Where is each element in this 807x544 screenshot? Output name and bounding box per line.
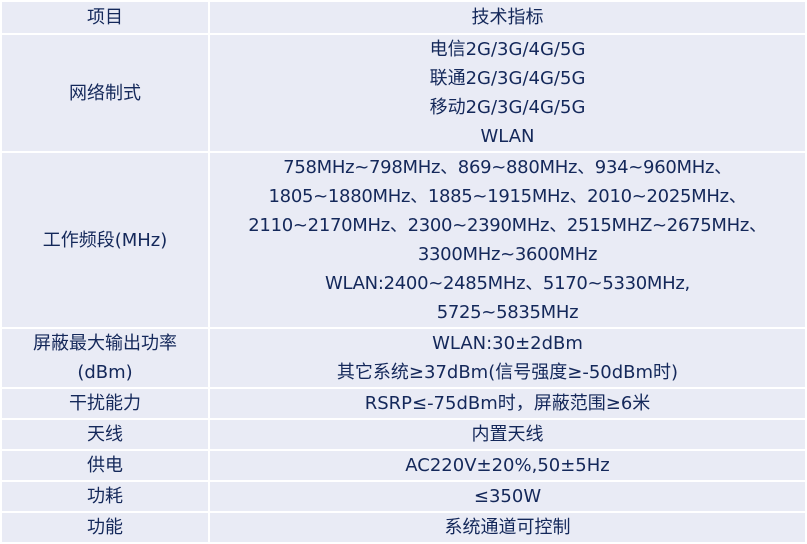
spec-line: 2110~2170MHz、2300~2390MHz、2515MHZ~2675MH… <box>248 215 767 236</box>
spec-line: WLAN:2400~2485MHz、5170~5330MHz, <box>325 273 690 294</box>
row-item: 功耗 <box>0 480 210 513</box>
spec-line: AC220V±20%,50±5Hz <box>405 455 610 476</box>
spec-line: 1805~1880MHz、1885~1915MHz、2010~2025MHz、 <box>268 186 747 207</box>
spec-line: RSRP≤-75dBm时，屏蔽范围≥6米 <box>364 393 651 414</box>
spec-line: 5725~5835MHz <box>436 302 579 323</box>
spec-line: 移动2G/3G/4G/5G <box>429 97 586 118</box>
row-spec: WLAN:30±2dBm 其它系统≥37dBm(信号强度≥-50dBm时) <box>208 327 807 389</box>
row-item: 屏蔽最大输出功率 (dBm) <box>0 327 210 389</box>
row-item: 干扰能力 <box>0 387 210 420</box>
table-row: 功耗 ≤350W <box>0 480 807 513</box>
row-spec: RSRP≤-75dBm时，屏蔽范围≥6米 <box>208 387 807 420</box>
item-line: 屏蔽最大输出功率 <box>33 333 177 354</box>
row-item: 供电 <box>0 449 210 482</box>
item-line: 网络制式 <box>69 82 141 104</box>
item-line: 工作频段(MHz) <box>42 229 168 251</box>
spec-line: 电信2G/3G/4G/5G <box>429 39 586 60</box>
row-item: 天线 <box>0 418 210 451</box>
table-header-row: 项目 技术指标 <box>0 0 807 35</box>
header-item: 项目 <box>0 0 210 35</box>
item-line: 天线 <box>87 424 123 445</box>
row-spec: AC220V±20%,50±5Hz <box>208 449 807 482</box>
spec-line: 联通2G/3G/4G/5G <box>429 68 586 89</box>
table-row: 天线 内置天线 <box>0 418 807 451</box>
spec-line: WLAN:30±2dBm <box>432 333 583 354</box>
spec-line: 758MHz~798MHz、869~880MHz、934~960MHz、 <box>283 157 732 178</box>
spec-line: 系统通道可控制 <box>444 517 571 538</box>
table-row: 供电 AC220V±20%,50±5Hz <box>0 449 807 482</box>
spec-line: 内置天线 <box>471 424 544 445</box>
table-row: 网络制式 电信2G/3G/4G/5G 联通2G/3G/4G/5G 移动2G/3G… <box>0 33 807 153</box>
row-spec: 758MHz~798MHz、869~880MHz、934~960MHz、 180… <box>208 151 807 329</box>
row-item: 工作频段(MHz) <box>0 151 210 329</box>
table-row: 工作频段(MHz) 758MHz~798MHz、869~880MHz、934~9… <box>0 151 807 329</box>
spec-line: ≤350W <box>473 486 542 507</box>
spec-line: WLAN <box>480 126 535 147</box>
item-line: 干扰能力 <box>69 393 141 414</box>
row-spec: 内置天线 <box>208 418 807 451</box>
spec-line: 3300MHz~3600MHz <box>417 244 598 265</box>
item-line: 功能 <box>87 517 123 538</box>
item-line: (dBm) <box>77 362 133 383</box>
row-spec: 电信2G/3G/4G/5G 联通2G/3G/4G/5G 移动2G/3G/4G/5… <box>208 33 807 153</box>
spec-line: 其它系统≥37dBm(信号强度≥-50dBm时) <box>336 362 679 383</box>
table-row: 屏蔽最大输出功率 (dBm) WLAN:30±2dBm 其它系统≥37dBm(信… <box>0 327 807 389</box>
item-line: 供电 <box>87 455 123 476</box>
table-row: 干扰能力 RSRP≤-75dBm时，屏蔽范围≥6米 <box>0 387 807 420</box>
header-spec: 技术指标 <box>208 0 807 35</box>
item-line: 功耗 <box>87 486 123 507</box>
row-spec: ≤350W <box>208 480 807 513</box>
row-item: 网络制式 <box>0 33 210 153</box>
